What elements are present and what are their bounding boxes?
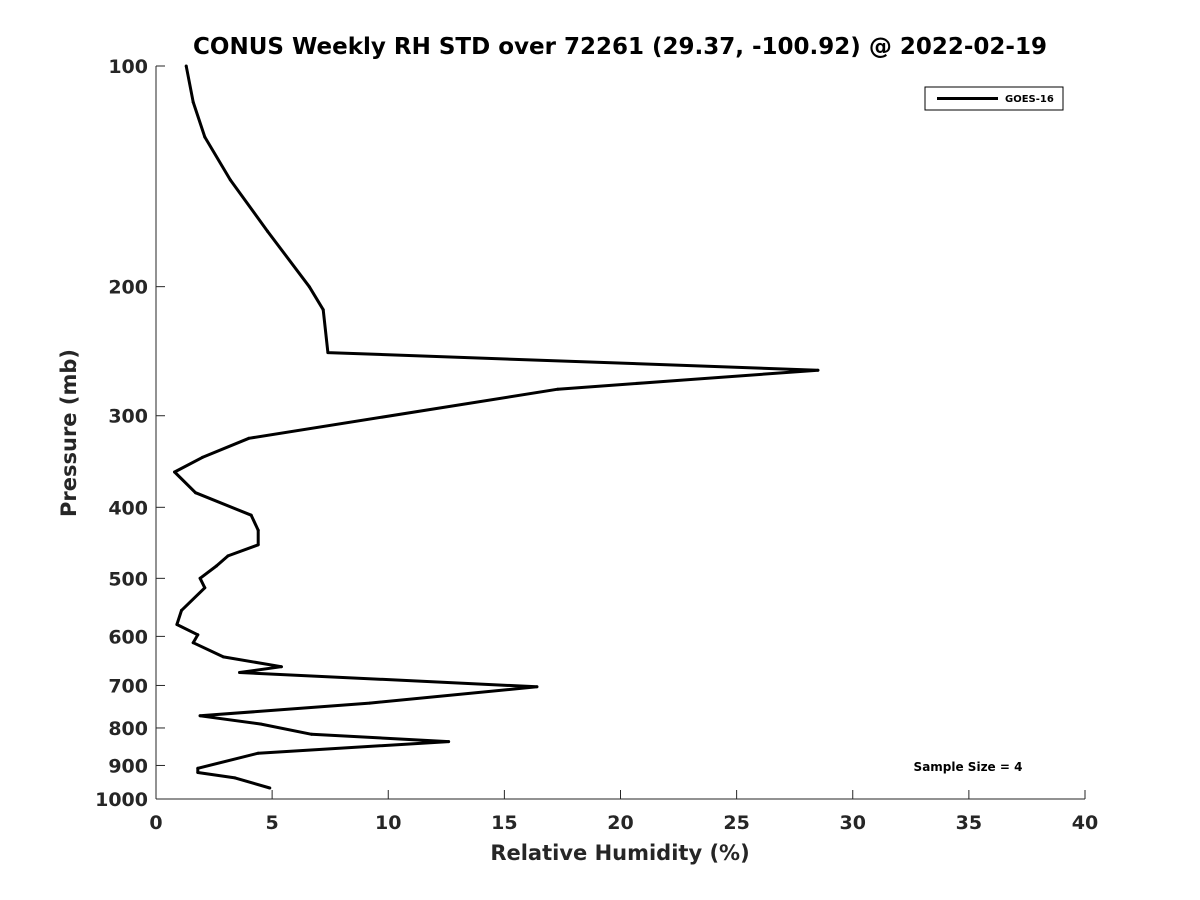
- data-point: [194, 491, 197, 495]
- y-tick-label: 200: [108, 277, 148, 299]
- data-point: [256, 528, 260, 532]
- data-point: [173, 470, 177, 474]
- data-point: [368, 701, 372, 705]
- data-point: [238, 671, 242, 674]
- x-tick-label: 40: [1072, 812, 1098, 834]
- legend: GOES-16: [924, 86, 1064, 111]
- x-tick-label: 5: [266, 812, 279, 834]
- y-tick-label: 900: [108, 755, 148, 777]
- data-point: [203, 135, 207, 139]
- data-point: [249, 513, 253, 517]
- data-point: [191, 100, 195, 104]
- x-tick-label: 15: [491, 812, 517, 834]
- data-point: [196, 771, 200, 774]
- y-tick-label: 800: [108, 718, 148, 740]
- y-tick-label: 600: [108, 626, 148, 648]
- data-point: [556, 387, 560, 391]
- data-point: [535, 685, 539, 689]
- data-point: [228, 178, 232, 182]
- data-point: [816, 368, 820, 372]
- data-point: [310, 732, 314, 736]
- y-axis-title: Pressure (mb): [57, 349, 81, 517]
- data-point: [221, 655, 225, 659]
- data-point: [256, 543, 260, 547]
- data-point: [321, 308, 325, 312]
- data-point: [184, 64, 188, 68]
- data-point: [268, 786, 272, 790]
- data-point: [214, 564, 218, 568]
- data-point: [307, 285, 311, 289]
- axes: 0 5 10 15 20 25 30 35 40 100 200 300 400 500 600 700 800…: [95, 56, 1098, 834]
- x-tick-label: 30: [840, 812, 866, 834]
- data-point: [266, 229, 269, 233]
- x-tick-label: 35: [956, 812, 982, 834]
- data-point: [198, 714, 202, 718]
- data-point: [279, 665, 283, 669]
- data-point: [180, 608, 183, 612]
- series-layer: [173, 64, 820, 790]
- x-tick-label: 20: [607, 812, 633, 834]
- y-tick-label: 700: [108, 675, 148, 697]
- y-tick-label: 100: [108, 56, 148, 78]
- x-tick-label: 10: [375, 812, 401, 834]
- chart-title: CONUS Weekly RH STD over 72261 (29.37, -…: [193, 34, 1047, 60]
- data-point: [196, 633, 200, 637]
- data-point: [233, 776, 237, 780]
- x-tick-label: 25: [723, 812, 749, 834]
- data-point: [447, 740, 451, 744]
- data-point: [326, 351, 330, 355]
- data-point: [200, 455, 204, 459]
- y-tick-label: 500: [108, 568, 148, 590]
- data-point: [203, 586, 207, 590]
- x-axis-title: Relative Humidity (%): [490, 841, 749, 865]
- data-point: [247, 436, 251, 440]
- y-tick-label: 1000: [95, 789, 148, 811]
- data-point: [198, 576, 202, 580]
- sample-size-annotation: Sample Size = 4: [914, 760, 1023, 774]
- data-point: [256, 751, 260, 755]
- y-tick-label: 300: [108, 406, 148, 428]
- legend-label-goes-16: GOES-16: [1005, 94, 1054, 105]
- data-point: [191, 641, 195, 645]
- data-point: [196, 766, 200, 770]
- data-point: [226, 554, 230, 558]
- series-line-goes-16: [173, 65, 820, 790]
- data-point: [259, 722, 262, 726]
- y-tick-label: 400: [108, 497, 148, 519]
- x-tick-label: 0: [149, 812, 162, 834]
- data-point: [175, 623, 179, 626]
